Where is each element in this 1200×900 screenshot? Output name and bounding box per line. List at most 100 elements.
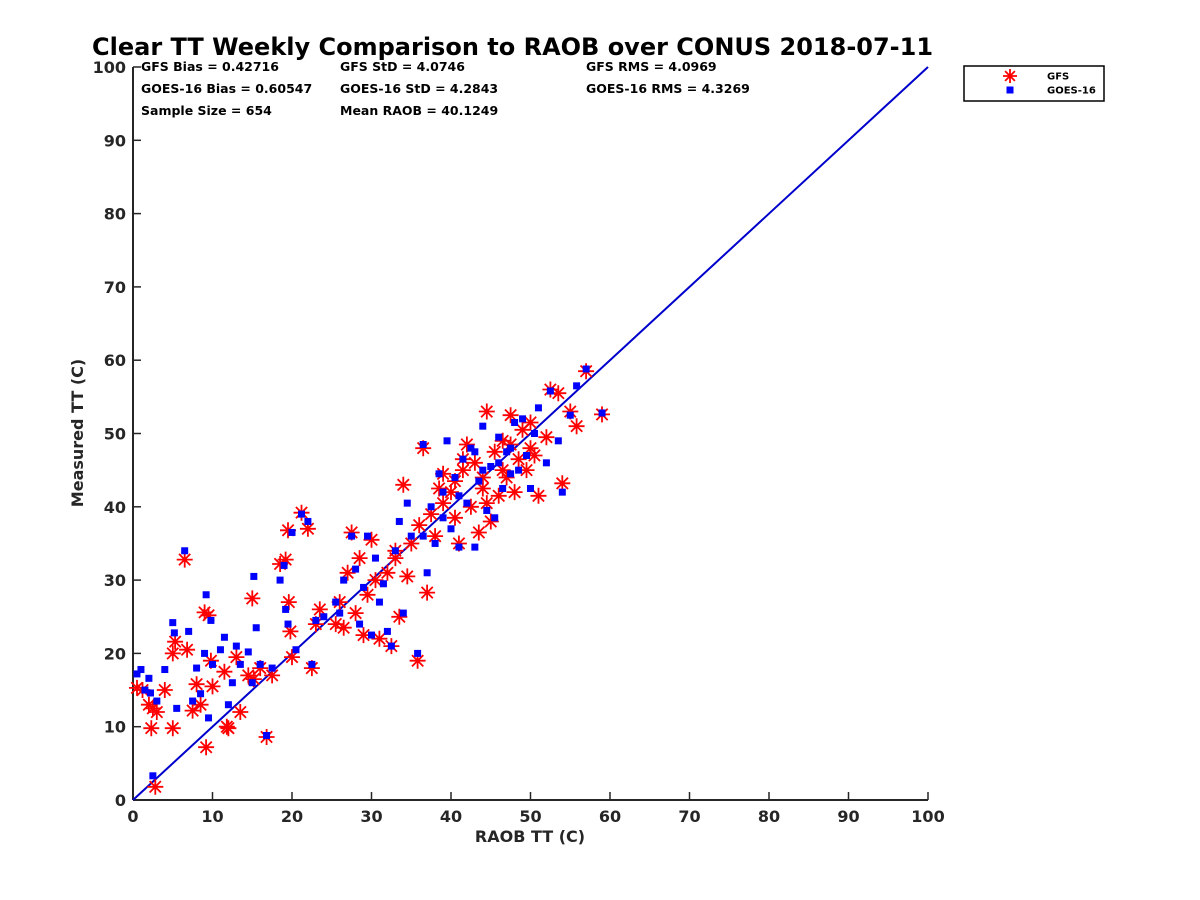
gfs-point (347, 605, 364, 622)
gfs-point (474, 480, 491, 497)
goes16-point (133, 670, 141, 678)
gfs-point (395, 476, 412, 493)
gfs-point (506, 484, 523, 501)
goes16-point (523, 451, 531, 459)
goes16-point (181, 547, 189, 555)
goes16-point (336, 609, 344, 617)
gfs-point (409, 652, 426, 669)
gfs-point (494, 462, 511, 479)
y-tick-label: 50 (104, 425, 126, 444)
goes16-point (479, 466, 487, 474)
goes16-point (483, 506, 491, 514)
gfs-point (562, 403, 579, 420)
goes16-point (451, 473, 459, 481)
goes16-point (431, 539, 439, 547)
gfs-point (518, 462, 535, 479)
goes16-point (197, 690, 205, 698)
goes16-point (487, 462, 495, 470)
goes16-point (519, 415, 527, 423)
gfs-point (198, 739, 215, 756)
goes16-point (368, 631, 375, 639)
stat-text: GFS StD = 4.0746 (340, 59, 465, 74)
goes16-point (491, 514, 499, 522)
gfs-point (435, 465, 452, 482)
x-tick-label: 30 (360, 807, 382, 826)
y-tick-label: 80 (104, 205, 126, 224)
goes16-point (193, 664, 201, 672)
gfs-point (514, 421, 531, 438)
goes16-point (248, 679, 256, 687)
x-tick-label: 90 (837, 807, 859, 826)
gfs-point (188, 676, 205, 693)
gfs-point (462, 498, 479, 515)
gfs-point (419, 584, 436, 601)
y-tick-label: 70 (104, 278, 126, 297)
goes16-point (399, 609, 407, 617)
gfs-point (303, 660, 320, 677)
gfs-point (478, 403, 495, 420)
gfs-point (443, 484, 459, 501)
y-tick-label: 60 (104, 351, 126, 370)
gfs-point (478, 495, 495, 512)
goes16-point (332, 598, 340, 606)
gfs-point (307, 616, 324, 633)
gfs-point (486, 443, 503, 460)
goes16-point (479, 422, 487, 430)
goes16-point (495, 459, 503, 467)
goes16-point (414, 649, 422, 657)
goes16-point (511, 419, 519, 427)
goes16-point (419, 532, 427, 540)
goes16-point (395, 517, 403, 525)
goes16-point (391, 547, 399, 555)
goes16-point (455, 492, 463, 500)
x-axis-label: RAOB TT (C) (475, 827, 585, 846)
goes16-point (582, 365, 590, 373)
goes16-point (224, 701, 232, 709)
x-axis-ticks: 0 10 20 30 40 50 60 70 80 90 100 (127, 792, 945, 826)
goes16-point (439, 514, 447, 522)
goes16-point (475, 477, 483, 485)
goes16-point (383, 627, 391, 635)
gfs-point (216, 663, 233, 680)
gfs-point (228, 649, 245, 666)
gfs-point (447, 473, 463, 490)
goes16-point (447, 525, 455, 533)
goes16-point (463, 499, 471, 507)
gfs-point (470, 524, 487, 541)
goes16-point (288, 528, 296, 536)
goes16-point (149, 772, 157, 780)
goes16-point (161, 666, 169, 674)
goes16-point (515, 466, 523, 474)
goes16-point (146, 689, 154, 697)
gfs-point (264, 667, 281, 684)
goes16-point (471, 448, 479, 456)
x-tick-label: 40 (440, 807, 462, 826)
stat-text: Sample Size = 654 (141, 103, 272, 118)
gfs-point (331, 594, 348, 611)
goes16-point (554, 437, 562, 445)
gfs-point (129, 679, 145, 696)
y-tick-label: 10 (104, 718, 126, 737)
goes16-point (503, 448, 511, 456)
gfs-point (447, 509, 463, 526)
goes16-point (304, 517, 312, 525)
goes16-point (141, 686, 149, 694)
legend-label: GOES-16 (1047, 86, 1096, 97)
goes16-point (459, 455, 467, 463)
goes16-point (530, 430, 538, 437)
gfs-point (415, 440, 432, 457)
gfs-point (244, 590, 261, 607)
goes16-point (189, 697, 197, 705)
legend-label: GFS (1047, 72, 1069, 83)
gfs-point (164, 720, 181, 737)
goes16-point (320, 613, 328, 621)
gfs-point (450, 535, 467, 552)
goes16-point (542, 459, 550, 467)
goes16-point (507, 444, 515, 452)
goes16-point (558, 488, 566, 496)
gfs-point (538, 429, 555, 446)
goes16-point (284, 620, 292, 628)
goes16-point (427, 503, 435, 511)
one-to-one-reference-line (132, 66, 929, 801)
